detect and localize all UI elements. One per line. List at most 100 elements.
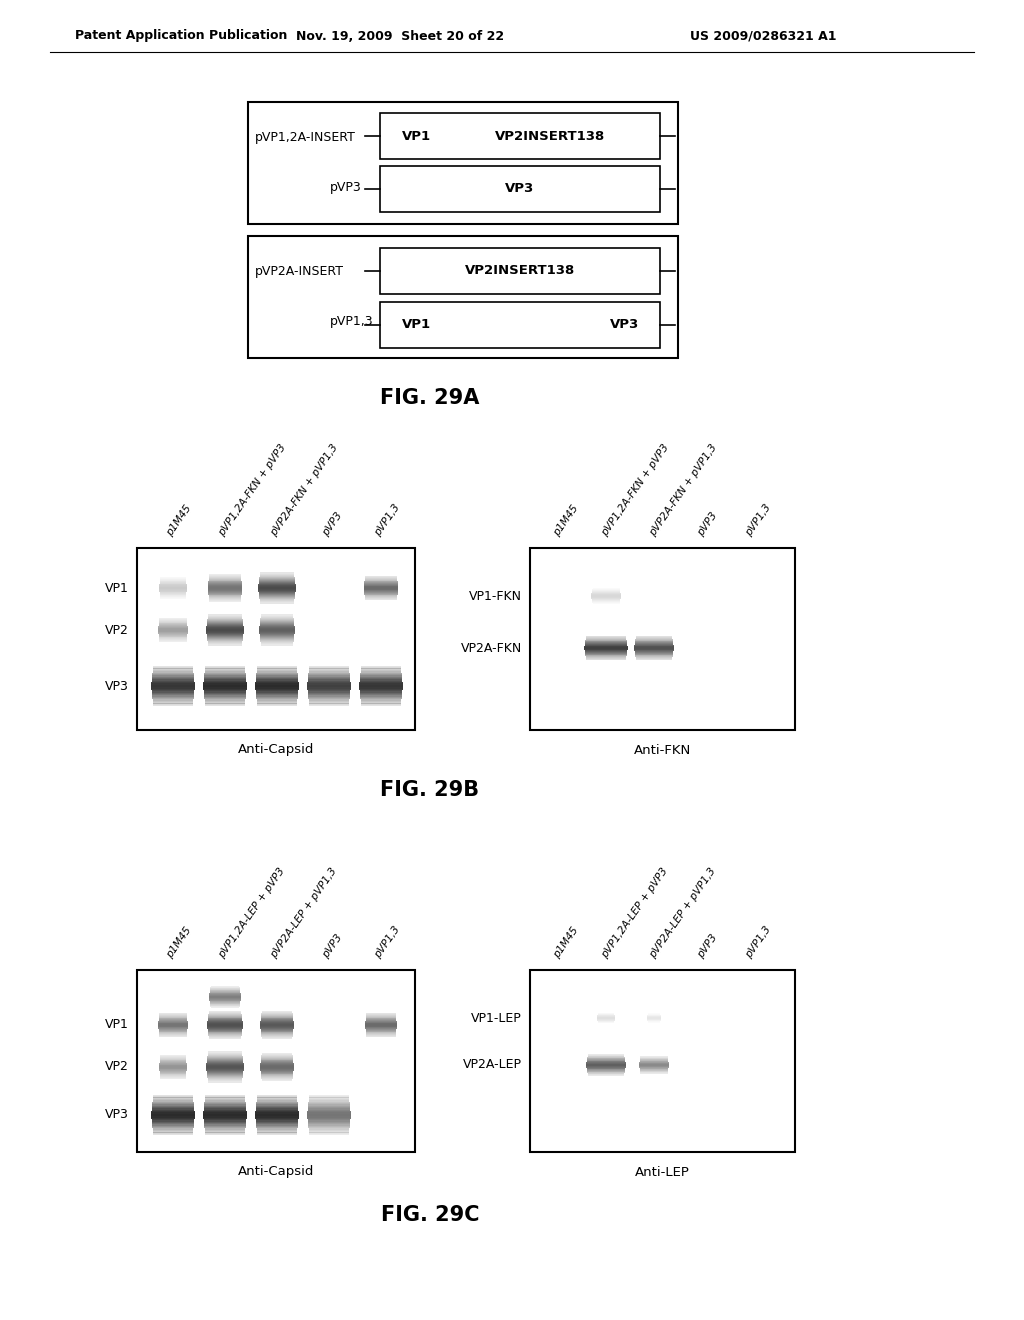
Bar — [359, 678, 402, 680]
Bar — [203, 686, 247, 688]
Bar — [307, 1121, 350, 1122]
Bar — [154, 1094, 193, 1096]
Text: pVP2A-LEP + pVP1,3: pVP2A-LEP + pVP1,3 — [648, 866, 718, 960]
Bar — [257, 1096, 297, 1097]
Bar — [204, 690, 247, 692]
Bar — [308, 1123, 350, 1125]
Bar — [308, 1101, 349, 1104]
Text: FIG. 29A: FIG. 29A — [380, 388, 479, 408]
Bar — [256, 676, 298, 677]
Bar — [204, 681, 247, 682]
Text: VP2A-LEP: VP2A-LEP — [463, 1059, 522, 1072]
Text: VP2A-FKN: VP2A-FKN — [461, 642, 522, 655]
Bar — [360, 671, 401, 673]
Bar — [154, 705, 193, 706]
Bar — [307, 682, 350, 684]
Text: p1M45: p1M45 — [552, 925, 581, 960]
Bar — [308, 1104, 350, 1105]
Bar — [153, 1101, 194, 1104]
Bar — [203, 688, 247, 689]
Bar — [153, 701, 194, 702]
Bar — [360, 697, 401, 698]
Bar — [360, 701, 401, 702]
Text: pVP2A-INSERT: pVP2A-INSERT — [255, 264, 344, 277]
Bar — [256, 681, 298, 682]
Bar — [152, 1106, 194, 1107]
Bar — [256, 1110, 298, 1111]
Bar — [205, 675, 246, 676]
Bar — [257, 701, 297, 702]
Bar — [359, 693, 402, 694]
Bar — [152, 1110, 195, 1111]
Text: VP3: VP3 — [105, 680, 129, 693]
Bar — [203, 1114, 247, 1115]
Bar — [308, 696, 350, 697]
Bar — [205, 1134, 245, 1135]
Bar — [152, 1117, 195, 1118]
Bar — [255, 685, 299, 686]
Bar — [204, 680, 247, 681]
Bar — [255, 684, 299, 685]
Text: VP1: VP1 — [402, 318, 431, 331]
Bar — [205, 1100, 246, 1102]
Bar — [256, 1127, 298, 1129]
Bar — [309, 701, 349, 702]
Text: pVP1,3: pVP1,3 — [744, 503, 773, 539]
Bar — [307, 686, 351, 688]
Bar — [257, 665, 297, 667]
Bar — [203, 1113, 247, 1114]
Bar — [255, 1117, 299, 1118]
Bar — [256, 675, 298, 676]
Bar — [153, 1104, 194, 1105]
Bar — [359, 682, 402, 684]
Bar — [153, 675, 194, 676]
Bar — [204, 1111, 247, 1113]
Text: pVP3: pVP3 — [321, 511, 344, 539]
Text: pVP3: pVP3 — [330, 181, 361, 194]
Bar — [153, 704, 193, 705]
Bar — [309, 1097, 349, 1098]
Bar — [255, 1115, 299, 1117]
Bar — [257, 702, 297, 704]
Bar — [153, 1130, 194, 1131]
Bar — [257, 1134, 297, 1135]
Bar — [204, 1123, 246, 1125]
Bar — [205, 1131, 245, 1133]
Text: FIG. 29B: FIG. 29B — [381, 780, 479, 800]
Bar — [255, 689, 299, 690]
Bar — [359, 685, 402, 686]
Bar — [307, 1113, 351, 1114]
Bar — [152, 1113, 195, 1114]
Bar — [152, 690, 195, 692]
Bar — [255, 1111, 299, 1113]
Bar — [205, 702, 245, 704]
Bar — [205, 700, 246, 701]
Text: VP2INSERT138: VP2INSERT138 — [465, 264, 575, 277]
Text: p1M45: p1M45 — [552, 503, 581, 539]
Bar — [360, 694, 402, 696]
Bar — [256, 1101, 298, 1104]
Bar — [307, 692, 350, 693]
Bar — [153, 667, 193, 668]
Bar — [152, 686, 195, 688]
Bar — [154, 665, 193, 667]
Bar — [380, 166, 660, 213]
Text: pVP2A-LEP + pVP1,3: pVP2A-LEP + pVP1,3 — [269, 866, 339, 960]
Bar — [153, 1125, 194, 1126]
Bar — [255, 686, 299, 688]
Bar — [257, 1097, 297, 1098]
Bar — [360, 675, 401, 676]
Bar — [257, 705, 297, 706]
Bar — [257, 668, 297, 669]
Bar — [152, 692, 195, 693]
Bar — [307, 689, 350, 690]
Bar — [204, 1119, 247, 1121]
Text: VP1: VP1 — [402, 129, 431, 143]
Bar — [361, 667, 401, 668]
Bar — [205, 667, 245, 668]
Bar — [256, 1123, 298, 1125]
Text: pVP1,3: pVP1,3 — [330, 315, 374, 329]
Bar — [204, 1122, 246, 1123]
Bar — [204, 1107, 246, 1109]
Bar — [256, 696, 298, 697]
